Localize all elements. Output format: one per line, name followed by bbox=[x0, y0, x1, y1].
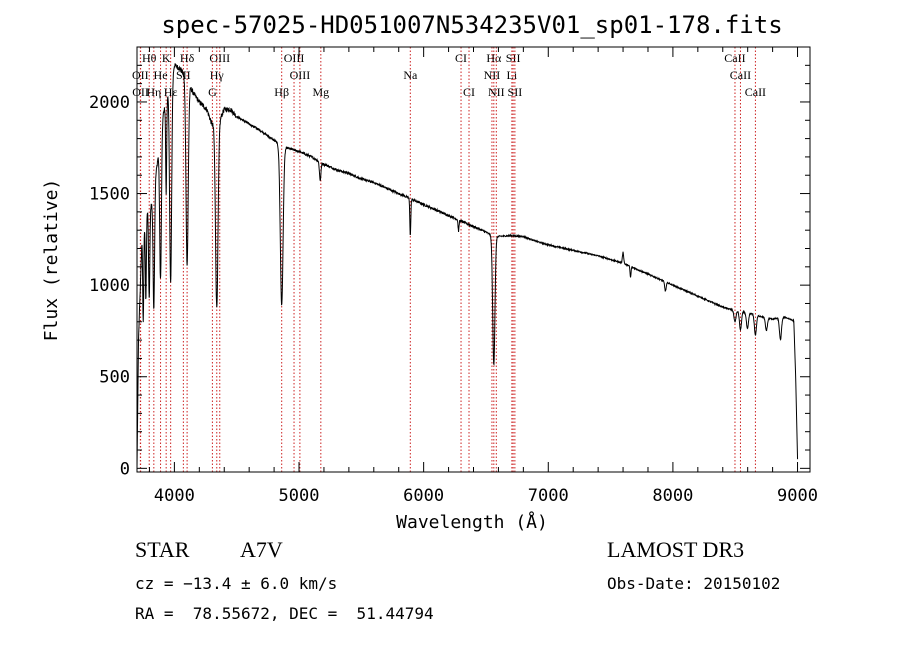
line-marker-label: Hγ bbox=[210, 68, 225, 82]
line-marker-label: Li bbox=[507, 68, 518, 82]
line-marker-label: Na bbox=[403, 68, 418, 82]
y-tick-label: 500 bbox=[99, 368, 130, 388]
y-tick-label: 2000 bbox=[89, 93, 130, 113]
x-tick-label: 8000 bbox=[652, 486, 693, 506]
plot-frame bbox=[136, 46, 811, 473]
survey-name: LAMOST DR3 bbox=[607, 537, 745, 562]
line-marker-label: K bbox=[162, 51, 171, 65]
obs-date: Obs-Date: 20150102 bbox=[607, 574, 781, 593]
line-marker-label: Hε bbox=[164, 85, 178, 99]
line-marker-label: NII bbox=[484, 68, 501, 82]
x-tick-label: 7000 bbox=[528, 486, 569, 506]
line-marker-label: He bbox=[154, 68, 168, 82]
line-marker-label: CaII bbox=[724, 51, 745, 65]
chart-title: spec-57025-HD051007N534235V01_sp01-178.f… bbox=[161, 11, 782, 39]
x-tick-label: 9000 bbox=[777, 486, 818, 506]
line-marker-label: Hα bbox=[486, 51, 502, 65]
line-marker-label: OIII bbox=[209, 51, 230, 65]
line-marker-label: CaII bbox=[730, 68, 751, 82]
line-marker-label: OIII bbox=[290, 68, 311, 82]
x-tick-label: 4000 bbox=[154, 486, 195, 506]
spectrum-line bbox=[136, 63, 799, 469]
y-tick-label: 1000 bbox=[89, 276, 130, 296]
line-marker-label: OIII bbox=[284, 51, 305, 65]
line-marker-label: Hδ bbox=[180, 51, 195, 65]
coordinates: RA = 78.55672, DEC = 51.44794 bbox=[135, 604, 434, 623]
line-markers: Hθ K Hδ OIII OIII CI Hα SII CaII OII He SII Hγ OIII Na… bbox=[132, 47, 766, 472]
line-marker-label: SII bbox=[508, 85, 523, 99]
object-class: STAR bbox=[135, 537, 190, 562]
y-tick-label: 1500 bbox=[89, 185, 130, 205]
y-axis: 0 500 1000 1500 2000 bbox=[89, 64, 810, 479]
y-axis-label: Flux (relative) bbox=[41, 179, 62, 342]
line-marker-label: CI bbox=[463, 85, 475, 99]
line-marker-label: Hθ bbox=[142, 51, 157, 65]
line-marker-label: G bbox=[208, 85, 217, 99]
x-axis-label: Wavelength (Å) bbox=[396, 511, 548, 533]
line-marker-label: OII bbox=[132, 85, 149, 99]
line-marker-label: Mg bbox=[312, 85, 329, 99]
redshift-readout: cz = −13.4 ± 6.0 km/s bbox=[135, 574, 338, 593]
line-marker-label: CI bbox=[455, 51, 467, 65]
line-marker-label: CaII bbox=[745, 85, 766, 99]
x-tick-label: 6000 bbox=[403, 486, 444, 506]
x-axis: 4000 5000 6000 7000 8000 9000 bbox=[148, 47, 818, 506]
spectral-subclass: A7V bbox=[240, 537, 283, 562]
y-tick-label: 0 bbox=[120, 459, 130, 479]
line-marker-label: Hβ bbox=[274, 85, 289, 99]
line-marker-label: Hη bbox=[146, 85, 161, 99]
line-marker-label: NII bbox=[488, 85, 505, 99]
line-marker-label: SII bbox=[506, 51, 521, 65]
x-tick-label: 5000 bbox=[279, 486, 320, 506]
